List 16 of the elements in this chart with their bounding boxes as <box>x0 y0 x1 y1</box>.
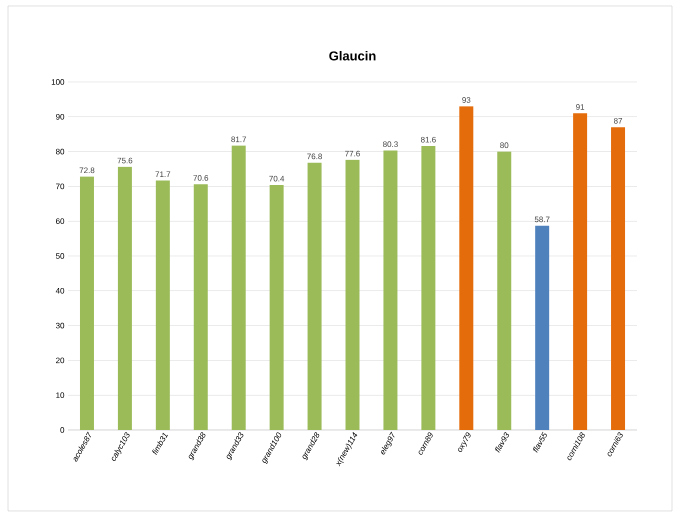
bar <box>611 127 626 430</box>
bar <box>573 113 588 430</box>
chart-title: Glaucin <box>329 50 376 60</box>
bar <box>270 184 284 430</box>
bar <box>459 106 474 430</box>
bar <box>194 184 208 430</box>
bar <box>535 226 550 430</box>
bar <box>497 152 512 430</box>
bar <box>156 180 170 430</box>
bar <box>118 166 132 430</box>
bar <box>383 150 398 430</box>
bar <box>80 176 94 430</box>
bar <box>421 146 436 430</box>
bar <box>232 146 246 430</box>
bar <box>346 160 360 430</box>
bar <box>308 162 322 430</box>
